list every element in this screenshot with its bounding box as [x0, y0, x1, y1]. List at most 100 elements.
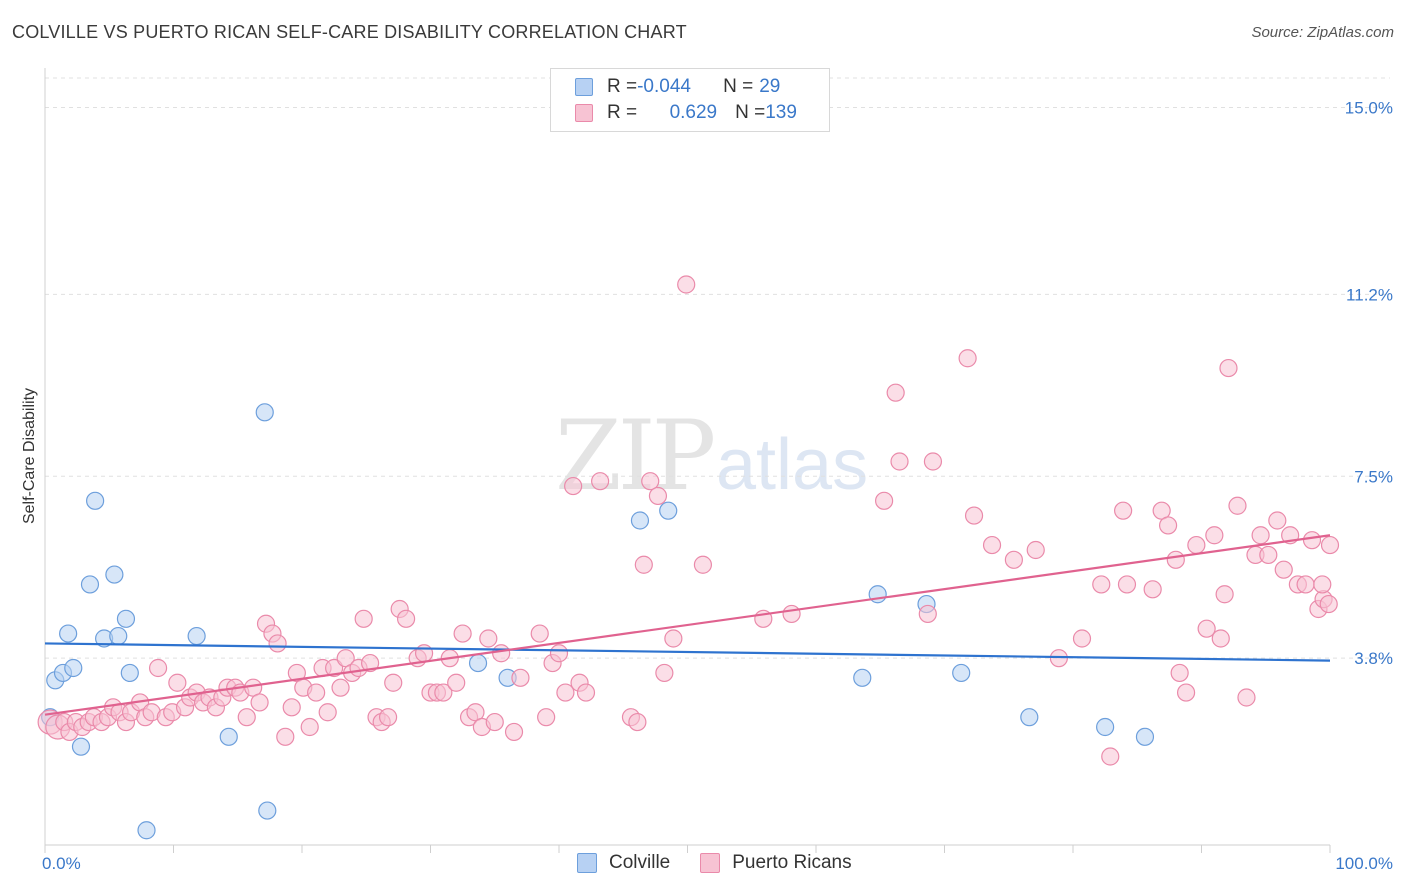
puerto-ricans-point: [641, 472, 660, 491]
colville-point: [80, 575, 100, 594]
legend-r-label: R =: [607, 102, 638, 123]
puerto-ricans-trend-line: [44, 534, 1331, 716]
puerto-ricans-point: [918, 604, 937, 624]
legend-r-value: 0.629: [669, 102, 718, 123]
puerto-ricans-point: [378, 708, 398, 727]
puerto-ricans-point: [648, 486, 668, 506]
legend-row-puerto-ricans: R = 0.629 N = 139: [575, 102, 797, 124]
puerto-ricans-point: [782, 604, 801, 624]
puerto-ricans-swatch: [575, 104, 593, 122]
puerto-ricans-point: [1313, 575, 1332, 594]
colville-point: [105, 565, 124, 584]
puerto-ricans-point: [1274, 560, 1293, 579]
puerto-ricans-point: [1101, 747, 1120, 766]
puerto-ricans-point: [1197, 619, 1216, 638]
puerto-ricans-point: [1296, 575, 1315, 594]
puerto-ricans-point: [1211, 629, 1230, 648]
watermark-zip: ZIP: [555, 400, 716, 512]
puerto-ricans-point: [693, 555, 713, 574]
colville-point: [86, 491, 105, 510]
chart-title: COLVILLE VS PUERTO RICAN SELF-CARE DISAB…: [12, 22, 687, 42]
colville-point: [659, 501, 678, 520]
colville-trend-line: [44, 642, 1331, 662]
correlation-legend: R = -0.044 N = 29 R = 0.629 N = 139: [550, 68, 830, 132]
puerto-ricans-point: [1117, 575, 1137, 594]
puerto-ricans-point: [628, 712, 647, 732]
puerto-ricans-point: [1259, 545, 1278, 565]
puerto-ricans-point: [634, 555, 653, 574]
puerto-ricans-point: [282, 698, 301, 717]
colville-point: [71, 737, 91, 756]
colville-point: [258, 801, 277, 820]
legend-n-value: 29: [759, 76, 781, 97]
puerto-ricans-point: [875, 491, 894, 510]
y-tick-label: 7.5%: [1354, 467, 1393, 486]
legend-n-value: 139: [765, 102, 797, 123]
colville-point: [1096, 717, 1115, 737]
colville-swatch: [575, 78, 593, 96]
chart-source: Source: ZipAtlas.com: [1251, 24, 1394, 41]
puerto-ricans-point: [511, 668, 530, 687]
puerto-ricans-point: [1004, 550, 1023, 569]
colville-point: [468, 653, 488, 673]
y-tick-label: 11.2%: [1346, 285, 1393, 304]
puerto-ricans-point: [485, 712, 504, 732]
colville-point: [630, 511, 650, 530]
legend-r-label: R =: [607, 76, 638, 97]
colville-point: [187, 626, 206, 646]
puerto-ricans-point: [1319, 594, 1338, 614]
puerto-ricans-point: [537, 708, 556, 727]
puerto-ricans-point: [384, 673, 403, 692]
x-tick-label: 100.0%: [1335, 854, 1393, 873]
puerto-ricans-point: [1228, 496, 1247, 515]
puerto-ricans-point: [958, 349, 977, 368]
puerto-ricans-point: [434, 683, 453, 702]
puerto-ricans-point: [307, 683, 326, 702]
colville-point: [219, 727, 238, 746]
puerto-ricans-point: [1026, 540, 1045, 560]
colville-point: [109, 626, 128, 646]
x-tick-label: 0.0%: [42, 854, 81, 873]
colville-point: [59, 624, 78, 643]
puerto-ricans-point: [1114, 501, 1133, 520]
puerto-ricans-point: [396, 609, 416, 628]
puerto-ricans-point: [982, 535, 1002, 555]
watermark-atlas: atlas: [716, 425, 869, 505]
puerto-ricans-point: [556, 683, 575, 702]
puerto-ricans-point: [354, 609, 373, 628]
puerto-ricans-point: [530, 624, 549, 643]
puerto-ricans-point: [664, 629, 683, 648]
puerto-ricans-point: [1302, 531, 1322, 550]
puerto-ricans-point: [1268, 511, 1287, 530]
y-tick-label: 15.0%: [1345, 99, 1393, 118]
puerto-ricans-point: [250, 693, 269, 712]
puerto-ricans-point: [1237, 688, 1256, 707]
colville-point: [137, 821, 156, 840]
colville-point: [853, 668, 872, 687]
puerto-ricans-point: [1215, 585, 1234, 604]
puerto-ricans-point: [1143, 580, 1162, 599]
puerto-ricans-point: [447, 673, 466, 692]
colville-point: [116, 609, 136, 628]
puerto-ricans-point: [361, 653, 380, 673]
series-legend: Colville Puerto Ricans: [577, 852, 882, 874]
puerto-ricans-point: [1176, 683, 1196, 702]
legend-label-puerto-ricans: Puerto Ricans: [732, 852, 852, 873]
legend-item-puerto-ricans: Puerto Ricans: [700, 852, 852, 874]
colville-swatch: [577, 853, 597, 873]
puerto-ricans-point: [1219, 358, 1238, 378]
puerto-ricans-point: [1251, 526, 1270, 545]
puerto-ricans-point: [1205, 526, 1224, 545]
puerto-ricans-point: [479, 629, 498, 648]
colville-point: [1020, 708, 1039, 727]
puerto-ricans-point: [300, 717, 319, 737]
puerto-ricans-point: [1158, 516, 1178, 535]
puerto-ricans-point: [1187, 535, 1206, 555]
puerto-ricans-point: [318, 703, 337, 722]
puerto-ricans-point: [964, 506, 984, 525]
puerto-ricans-point: [168, 673, 187, 692]
puerto-ricans-point: [1092, 575, 1111, 594]
puerto-ricans-point: [268, 634, 287, 653]
puerto-ricans-point: [890, 452, 909, 471]
